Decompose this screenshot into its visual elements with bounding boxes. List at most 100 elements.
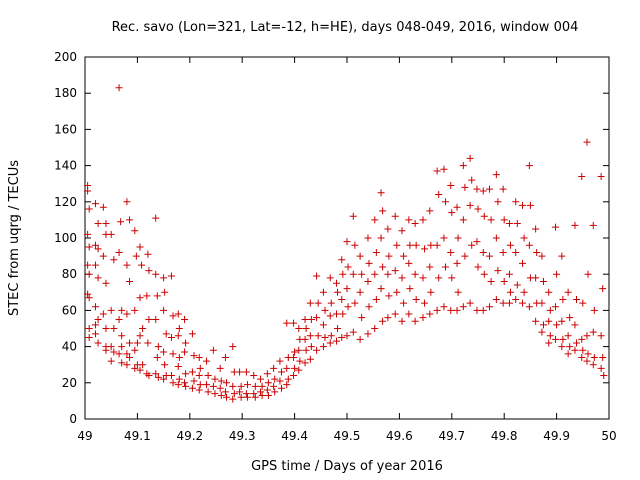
data-point — [494, 267, 502, 275]
data-point — [427, 288, 435, 296]
data-point — [283, 381, 291, 389]
data-point — [123, 350, 131, 358]
data-point — [571, 321, 579, 329]
data-point — [181, 348, 189, 356]
data-point — [411, 270, 419, 278]
data-point — [270, 382, 278, 390]
data-point — [419, 314, 427, 322]
data-point — [132, 252, 140, 260]
data-point — [506, 288, 514, 296]
data-point — [91, 241, 99, 249]
x-tick-label: 50 — [601, 429, 616, 443]
y-tick-label: 180 — [54, 86, 77, 100]
data-point — [379, 263, 387, 271]
data-point — [364, 234, 372, 242]
data-point — [344, 263, 352, 271]
data-point — [175, 353, 183, 361]
data-point — [334, 325, 342, 332]
data-point — [597, 332, 605, 340]
data-point — [319, 321, 327, 329]
data-point — [479, 306, 487, 314]
data-point — [506, 241, 514, 249]
data-point — [474, 205, 482, 213]
data-point — [486, 252, 494, 260]
data-point — [564, 288, 572, 296]
data-point — [136, 243, 144, 251]
data-point — [85, 325, 93, 332]
data-point — [209, 382, 217, 390]
data-point — [499, 299, 507, 307]
data-point — [138, 261, 146, 269]
y-tick-label: 100 — [54, 231, 77, 245]
data-points — [84, 84, 608, 403]
data-point — [263, 386, 271, 394]
data-point — [306, 332, 314, 340]
data-point — [85, 294, 93, 302]
data-point — [110, 348, 118, 356]
y-tick-label: 20 — [62, 376, 77, 390]
y-tick-label: 0 — [69, 412, 77, 426]
data-point — [351, 241, 359, 249]
data-point — [161, 361, 169, 369]
data-point — [115, 248, 123, 256]
data-point — [520, 288, 528, 296]
data-point — [519, 299, 527, 307]
data-point — [301, 359, 309, 367]
y-tick-label: 160 — [54, 122, 77, 136]
data-point — [356, 288, 364, 296]
data-point — [295, 346, 303, 354]
data-point — [398, 227, 406, 235]
data-point — [136, 294, 144, 302]
data-point — [391, 212, 399, 220]
data-point — [492, 296, 500, 304]
data-point — [479, 187, 487, 195]
data-point — [131, 364, 139, 372]
data-point — [326, 312, 334, 320]
data-point — [327, 299, 335, 307]
data-point — [583, 357, 591, 365]
data-point — [169, 312, 177, 320]
data-point — [258, 382, 266, 390]
data-point — [584, 350, 592, 358]
data-point — [385, 252, 393, 260]
data-point — [333, 279, 341, 287]
data-point — [486, 185, 494, 193]
data-point — [405, 310, 413, 318]
data-point — [167, 372, 175, 380]
data-point — [512, 248, 520, 256]
data-point — [139, 361, 147, 369]
y-tick-label: 140 — [54, 159, 77, 173]
chart-title: Rec. savo (Lon=321, Lat=-12, h=HE), days… — [112, 20, 579, 35]
data-point — [196, 381, 204, 389]
data-point — [307, 343, 315, 351]
data-point — [473, 238, 481, 246]
data-point — [107, 343, 115, 351]
data-point — [229, 343, 237, 351]
data-point — [384, 225, 392, 233]
data-point — [513, 281, 521, 289]
data-point — [459, 303, 467, 311]
data-point — [209, 346, 217, 354]
data-point — [118, 359, 126, 367]
data-point — [454, 234, 462, 242]
data-point — [162, 330, 170, 338]
data-point — [181, 315, 189, 323]
data-point — [107, 357, 115, 365]
data-point — [571, 346, 579, 354]
data-point — [473, 185, 481, 193]
data-point — [133, 339, 141, 347]
data-point — [91, 321, 99, 329]
data-point — [540, 277, 547, 285]
data-point — [338, 334, 346, 342]
x-tick-label: 49.3 — [229, 429, 256, 443]
data-point — [358, 314, 366, 322]
data-point — [160, 375, 168, 383]
data-point — [91, 303, 99, 311]
data-point — [271, 388, 279, 396]
x-tick-label: 49.5 — [334, 429, 361, 443]
data-point — [525, 241, 533, 249]
data-point — [291, 364, 299, 372]
data-point — [525, 303, 533, 311]
data-point — [123, 310, 131, 318]
data-point — [473, 306, 481, 314]
